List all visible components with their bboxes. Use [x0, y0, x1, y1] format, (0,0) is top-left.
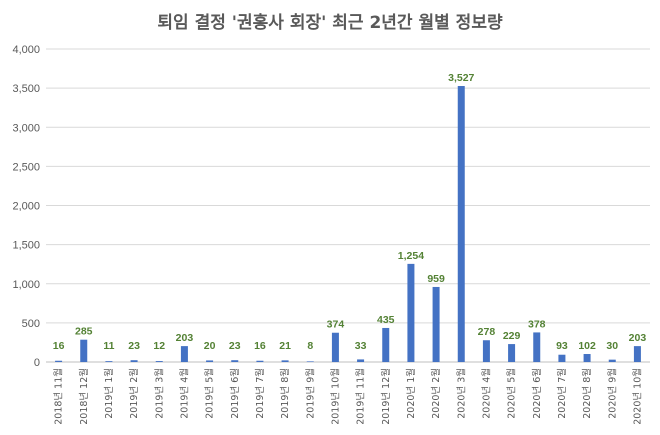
chart-title: 퇴임 결정 '권홍사 회장' 최근 2년간 월별 정보량 [157, 13, 503, 33]
bar [558, 354, 566, 362]
data-label: 285 [75, 326, 93, 338]
x-tick-label: 2019년 6월 [229, 368, 241, 419]
x-tick-label: 2019년 10월 [329, 368, 341, 425]
y-tick-label: 2,000 [12, 201, 40, 213]
x-tick-label: 2020년 10월 [631, 368, 643, 425]
bar [206, 360, 214, 362]
data-label: 374 [327, 319, 345, 331]
y-tick-label: 500 [22, 318, 40, 330]
data-label: 11 [103, 340, 114, 352]
x-tick-label: 2019년 8월 [279, 368, 291, 419]
x-tick-label: 2019년 4월 [178, 368, 190, 419]
x-tick-label: 2019년 9월 [304, 368, 316, 419]
bar [130, 360, 138, 362]
bar [231, 360, 239, 362]
y-tick-label: 1,500 [12, 240, 40, 252]
x-tick-label: 2019년 3월 [153, 368, 165, 419]
data-label: 1,254 [398, 250, 424, 262]
bar [80, 339, 88, 362]
bar [633, 346, 641, 362]
x-tick-label: 2019년 11월 [355, 368, 367, 425]
bar [608, 359, 616, 362]
x-tick-label: 2020년 8월 [581, 368, 593, 419]
data-label: 16 [254, 340, 266, 352]
data-label: 23 [128, 340, 140, 352]
bar [281, 360, 289, 362]
y-tick-label: 0 [34, 357, 40, 369]
y-tick-label: 3,500 [12, 83, 40, 95]
x-tick-label: 2019년 2월 [128, 368, 140, 419]
bar [155, 361, 163, 362]
data-label: 959 [427, 273, 445, 285]
x-tick-label: 2019년 5월 [204, 368, 216, 419]
bar [256, 360, 264, 362]
x-tick-label: 2020년 3월 [455, 368, 467, 419]
data-label: 102 [578, 340, 596, 352]
bar [432, 286, 440, 362]
x-tick-label: 2020년 2월 [430, 368, 442, 419]
x-tick-label: 2020년 5월 [506, 368, 518, 419]
data-label: 8 [307, 340, 313, 352]
x-tick-label: 2020년 9월 [606, 368, 618, 419]
bar [382, 327, 390, 362]
data-label: 33 [355, 340, 367, 352]
data-label: 203 [176, 332, 194, 344]
bar [357, 359, 365, 362]
bar [533, 332, 541, 362]
y-tick-label: 3,000 [12, 122, 40, 134]
data-label: 378 [528, 318, 546, 330]
x-tick-label: 2020년 4월 [480, 368, 492, 419]
x-tick-label: 2019년 12월 [380, 368, 392, 425]
x-tick-label: 2018년 11월 [53, 368, 65, 425]
bar [407, 263, 415, 362]
data-label: 21 [279, 340, 291, 352]
data-label: 435 [377, 314, 395, 326]
data-label: 229 [503, 330, 521, 342]
bar [508, 344, 516, 362]
bar [55, 360, 63, 362]
data-label: 23 [229, 340, 241, 352]
x-tick-label: 2020년 7월 [556, 368, 568, 419]
x-tick-label: 2020년 6월 [531, 368, 543, 419]
y-tick-label: 4,000 [12, 44, 40, 56]
bar [457, 86, 465, 362]
bar [180, 346, 188, 362]
data-label: 16 [53, 340, 65, 352]
bar [583, 354, 591, 362]
y-tick-label: 1,000 [12, 279, 40, 291]
data-label: 278 [478, 326, 496, 338]
bar [105, 361, 113, 362]
data-label: 12 [153, 340, 165, 352]
data-label: 203 [629, 332, 647, 344]
data-label: 93 [556, 340, 568, 352]
y-tick-label: 2,500 [12, 161, 40, 173]
data-label: 3,527 [448, 72, 474, 84]
bar [306, 361, 314, 362]
bar [331, 332, 339, 362]
x-tick-label: 2018년 12월 [78, 368, 90, 425]
bar [482, 340, 490, 362]
x-tick-label: 2019년 7월 [254, 368, 266, 419]
x-tick-label: 2020년 1월 [405, 368, 417, 419]
data-label: 30 [606, 340, 618, 352]
x-tick-label: 2019년 1월 [103, 368, 115, 419]
data-label: 20 [204, 340, 216, 352]
